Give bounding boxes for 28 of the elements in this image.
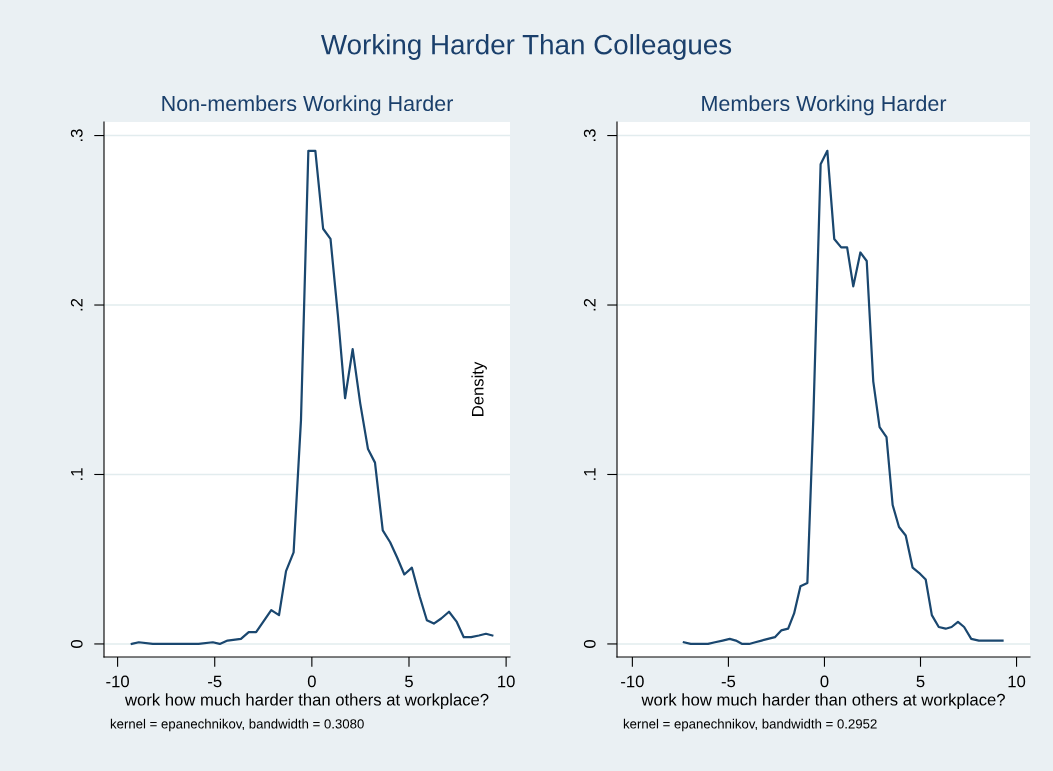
y-tick-label: 0 [583,639,596,648]
x-tick-label: -10 [106,675,129,688]
y-tick-label: .2 [583,298,596,311]
y-tick-label: .1 [71,468,83,480]
chart-title: Working Harder Than Colleagues [321,34,732,60]
chart-subtitle: Members Working Harder [702,95,947,116]
x-axis-title: work how much harder than others at workplace? [124,693,489,709]
x-tick-label: -5 [208,675,222,688]
x-tick-label: 5 [916,675,925,688]
x-axis-title: work how much harder than others at workplace? [641,693,1005,709]
text: kernel = epanechnikov, bandwidth = 0.2952 [623,718,877,732]
y-tick-label: .1 [584,468,596,480]
y-tick-label: .2 [70,298,83,311]
x-tick-label: 0 [820,675,829,688]
y-tick-label: .3 [70,129,83,141]
x-tick-label: 0 [307,675,316,688]
y-axis-title: Density [471,361,487,416]
line-series [682,149,1004,646]
x-tick-label: -5 [721,675,736,688]
line-series [130,149,494,646]
x-tick-label: 10 [498,675,515,688]
x-tick-label: 10 [1008,675,1026,688]
y-tick-label: .3 [583,129,596,141]
y-tick-label: 0 [70,639,83,648]
x-tick-label: 5 [405,675,413,688]
x-tick-label: -10 [621,675,644,688]
chart-subtitle: Non-members Working Harder [162,95,454,116]
text: kernel = epanechnikov, bandwidth = 0.3080 [110,718,364,732]
